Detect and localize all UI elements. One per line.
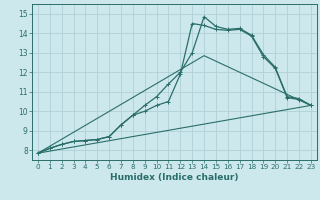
X-axis label: Humidex (Indice chaleur): Humidex (Indice chaleur) [110, 173, 239, 182]
